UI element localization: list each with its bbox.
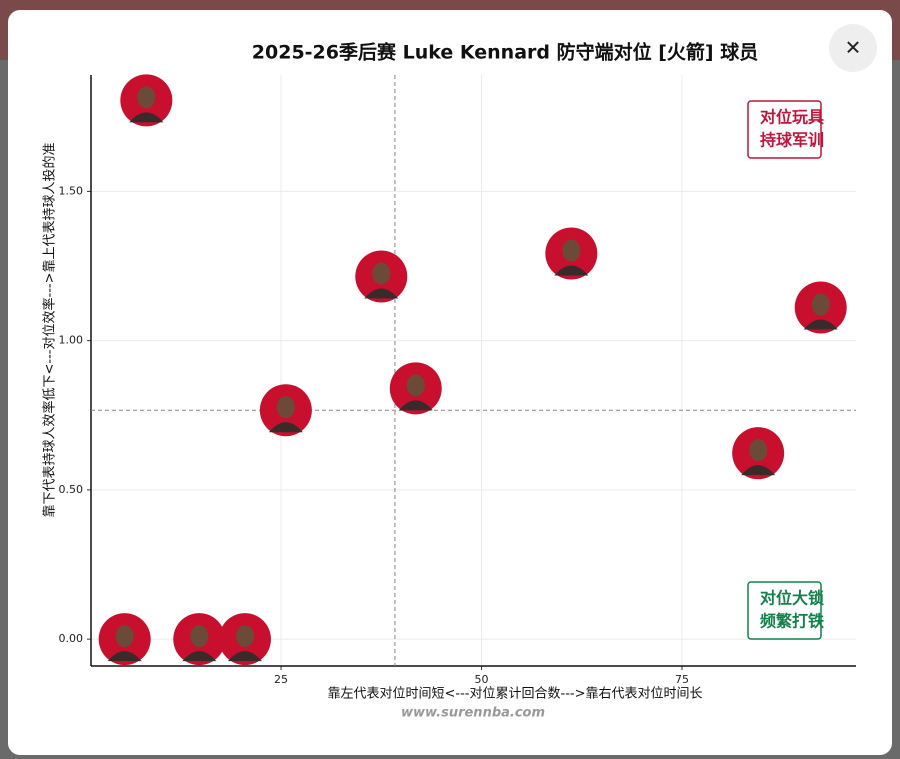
x-tick-label: 75: [675, 673, 689, 686]
player-head: [276, 396, 295, 419]
close-circle[interactable]: [829, 24, 877, 72]
annotation-text: 持球军训: [760, 131, 824, 150]
player-point: [120, 74, 173, 127]
y-tick-label: 1.50: [59, 184, 84, 197]
y-tick-label: 0.50: [59, 483, 84, 496]
player-head: [372, 262, 391, 285]
x-tick-label: 50: [475, 673, 489, 686]
close-icon[interactable]: ✕: [845, 36, 862, 60]
close-button[interactable]: ✕: [829, 24, 877, 72]
player-head: [115, 625, 134, 648]
player-head: [562, 239, 581, 262]
player-point: [355, 250, 408, 303]
player-head: [749, 439, 768, 462]
player-head: [235, 625, 254, 648]
player-head: [190, 625, 209, 648]
annotation-text: 对位玩具: [760, 108, 824, 127]
player-point: [794, 281, 847, 334]
player-point: [98, 613, 151, 666]
player-shoulders: [554, 265, 589, 276]
player-shoulders: [107, 651, 142, 662]
player-point: [732, 427, 785, 480]
player-head: [811, 293, 830, 316]
player-head: [406, 374, 425, 397]
player-point: [218, 613, 271, 666]
y-axis-label: 靠下代表持球人效率低下<---对位效率--->靠上代表持球人投的准: [42, 143, 58, 518]
annotation-text: 对位大锁: [760, 589, 824, 608]
player-point: [259, 384, 312, 437]
player-shoulders: [364, 288, 399, 299]
player-shoulders: [129, 112, 164, 123]
player-head: [137, 86, 156, 109]
annotation-box: [747, 581, 822, 640]
player-point: [173, 613, 226, 666]
chart-title: 2025-26季后赛 Luke Kennard 防守端对位 [火箭] 球员: [252, 41, 758, 64]
player-shoulders: [398, 400, 433, 411]
player-shoulders: [227, 651, 262, 662]
x-tick-label: 25: [274, 673, 288, 686]
player-shoulders: [741, 465, 776, 476]
annotation-text: 频繁打铁: [760, 612, 824, 631]
player-point: [389, 362, 442, 415]
watermark: www.surennba.com: [401, 706, 545, 721]
player-shoulders: [182, 651, 217, 662]
modal: [8, 10, 892, 755]
annotation-box: [747, 100, 822, 159]
player-shoulders: [803, 319, 838, 330]
player-shoulders: [268, 422, 303, 433]
y-tick-label: 1.00: [59, 334, 84, 347]
y-tick-label: 0.00: [59, 632, 84, 645]
x-axis-label: 靠左代表对位时间短<---对位累计回合数--->靠右代表对位时间长: [328, 687, 703, 702]
player-point: [545, 227, 598, 280]
